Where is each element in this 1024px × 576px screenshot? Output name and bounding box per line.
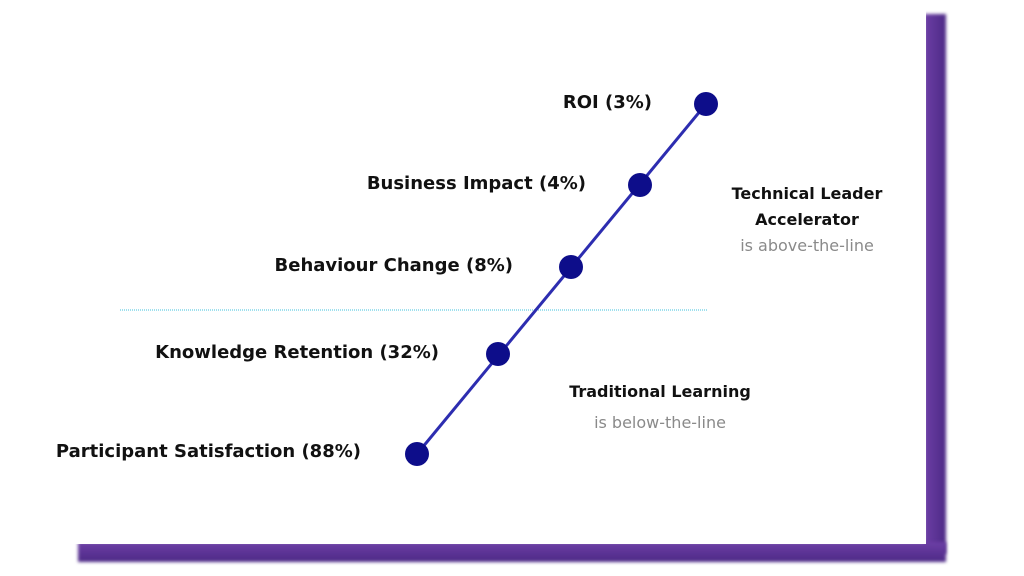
diagram-card xyxy=(66,6,926,544)
dot-behaviour-change xyxy=(559,255,583,279)
label-participant-satisfaction: Participant Satisfaction (88%) xyxy=(56,441,361,462)
label-roi: ROI (3%) xyxy=(563,92,652,113)
progression-line xyxy=(415,103,708,455)
below-note-line1: Traditional Learning xyxy=(569,382,751,401)
dot-roi xyxy=(694,92,718,116)
label-behaviour-change: Behaviour Change (8%) xyxy=(275,255,513,276)
above-note-line2: Accelerator xyxy=(755,210,859,229)
dot-knowledge-retention xyxy=(486,342,510,366)
above-note-line3: is above-the-line xyxy=(740,236,874,255)
frame-shadow-right xyxy=(924,14,946,554)
above-note-line1: Technical Leader xyxy=(732,184,883,203)
frame-shadow-bottom xyxy=(78,542,946,562)
dot-business-impact xyxy=(628,173,652,197)
label-knowledge-retention: Knowledge Retention (32%) xyxy=(155,342,439,363)
below-note-line2: is below-the-line xyxy=(594,413,726,432)
dot-participant-satisfaction xyxy=(405,442,429,466)
label-business-impact: Business Impact (4%) xyxy=(367,173,586,194)
